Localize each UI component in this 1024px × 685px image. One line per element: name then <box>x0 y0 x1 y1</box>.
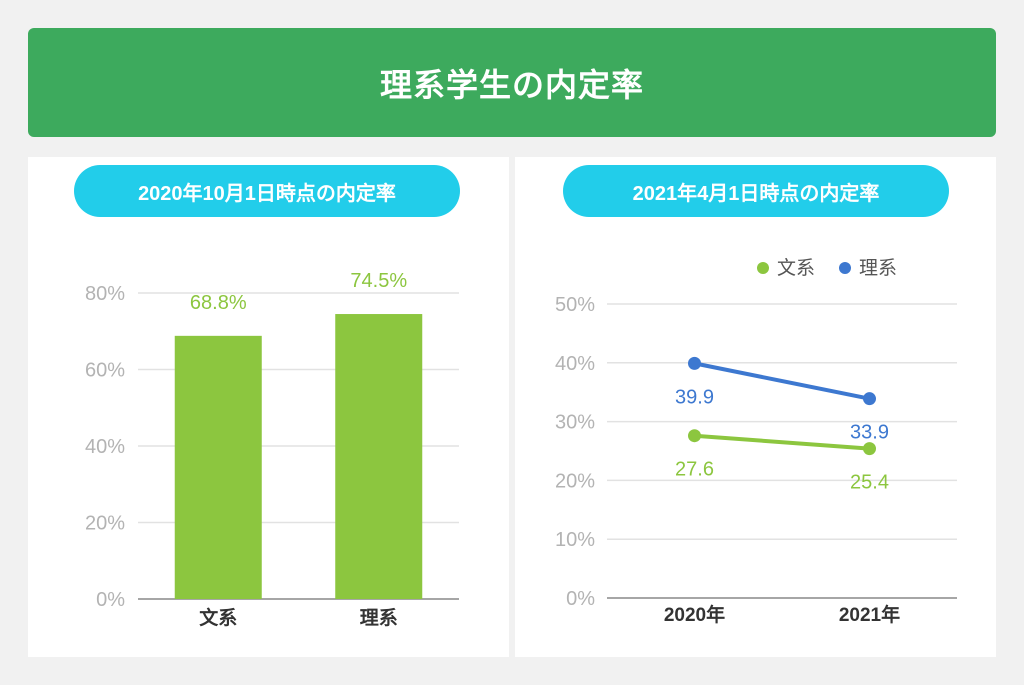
y-tick-label: 10% <box>555 529 595 551</box>
data-label: 39.9 <box>675 386 714 408</box>
data-label: 25.4 <box>850 472 889 494</box>
x-category-label: 理系 <box>360 607 398 629</box>
line-chart-title: 2021年4月1日時点の内定率 <box>563 165 949 217</box>
x-category-label: 2021年 <box>839 603 900 626</box>
x-category-label: 2020年 <box>664 603 725 626</box>
page-title: 理系学生の内定率 <box>379 66 644 103</box>
data-label: 27.6 <box>675 459 714 481</box>
x-category-label: 文系 <box>199 606 237 629</box>
series-line <box>694 433 870 451</box>
data-label: 74.5% <box>350 270 407 292</box>
y-tick-label: 0% <box>566 588 595 610</box>
bar <box>174 335 262 599</box>
y-tick-label: 30% <box>555 412 595 434</box>
y-tick-label: 50% <box>555 294 595 316</box>
data-point <box>863 392 876 406</box>
y-tick-label: 40% <box>555 353 595 375</box>
legend-label: 理系 <box>859 257 897 279</box>
legend-marker <box>757 262 769 274</box>
data-label: 68.8% <box>190 292 247 314</box>
bar <box>335 314 423 599</box>
legend-label: 文系 <box>777 257 815 279</box>
y-tick-label: 20% <box>555 470 595 492</box>
data-point <box>863 442 876 456</box>
y-tick-label: 20% <box>85 513 125 535</box>
line-chart: 0% 10% 20% 30% 40% 50% 2020年 2021年 文系 理系 27.6 25.4 3… <box>555 257 957 626</box>
data-label: 33.9 <box>850 422 889 444</box>
y-tick-label: 80% <box>85 283 125 305</box>
y-tick-label: 0% <box>96 589 125 611</box>
data-point <box>688 429 701 443</box>
header-banner: 理系学生の内定率 <box>28 28 996 137</box>
bar-chart: 0% 20% 40% 60% 80% 68.8% 文系 74.5% 理系 <box>85 270 459 629</box>
y-tick-label: 40% <box>85 436 125 458</box>
legend-marker <box>839 262 851 274</box>
data-point <box>688 356 701 370</box>
y-tick-label: 60% <box>85 360 125 382</box>
bar-chart-title: 2020年10月1日時点の内定率 <box>74 165 460 217</box>
bar-chart-panel: 0% 20% 40% 60% 80% 68.8% 文系 74.5% 理系 2020年10月1日時… <box>28 157 509 657</box>
line-chart-panel: 0% 10% 20% 30% 40% 50% 2020年 2021年 文系 理系 27.6 25.4 3… <box>515 157 996 657</box>
series-line <box>694 361 870 401</box>
